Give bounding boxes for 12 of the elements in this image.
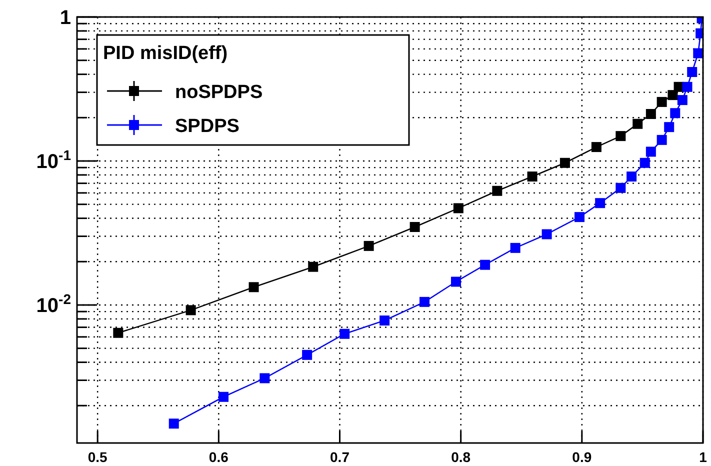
- x-tick-label: 0.8: [451, 449, 471, 465]
- legend-label: SPDPS: [175, 116, 240, 137]
- x-tick-label: 0.7: [330, 449, 350, 465]
- x-tick-label: 1: [699, 449, 708, 465]
- legend-label: noSPDPS: [175, 82, 263, 103]
- x-tick-label: 0.5: [88, 449, 108, 465]
- y-tick-label: 10$^{-2}$: [36, 290, 72, 317]
- legend-title: PID misID(eff): [103, 43, 228, 64]
- y-tick-label: 1: [60, 7, 71, 29]
- x-tick-label: 0.6: [208, 449, 229, 465]
- y-tick-label: 10$^{-1}$: [36, 146, 72, 173]
- x-tick-label: 0.9: [572, 449, 592, 465]
